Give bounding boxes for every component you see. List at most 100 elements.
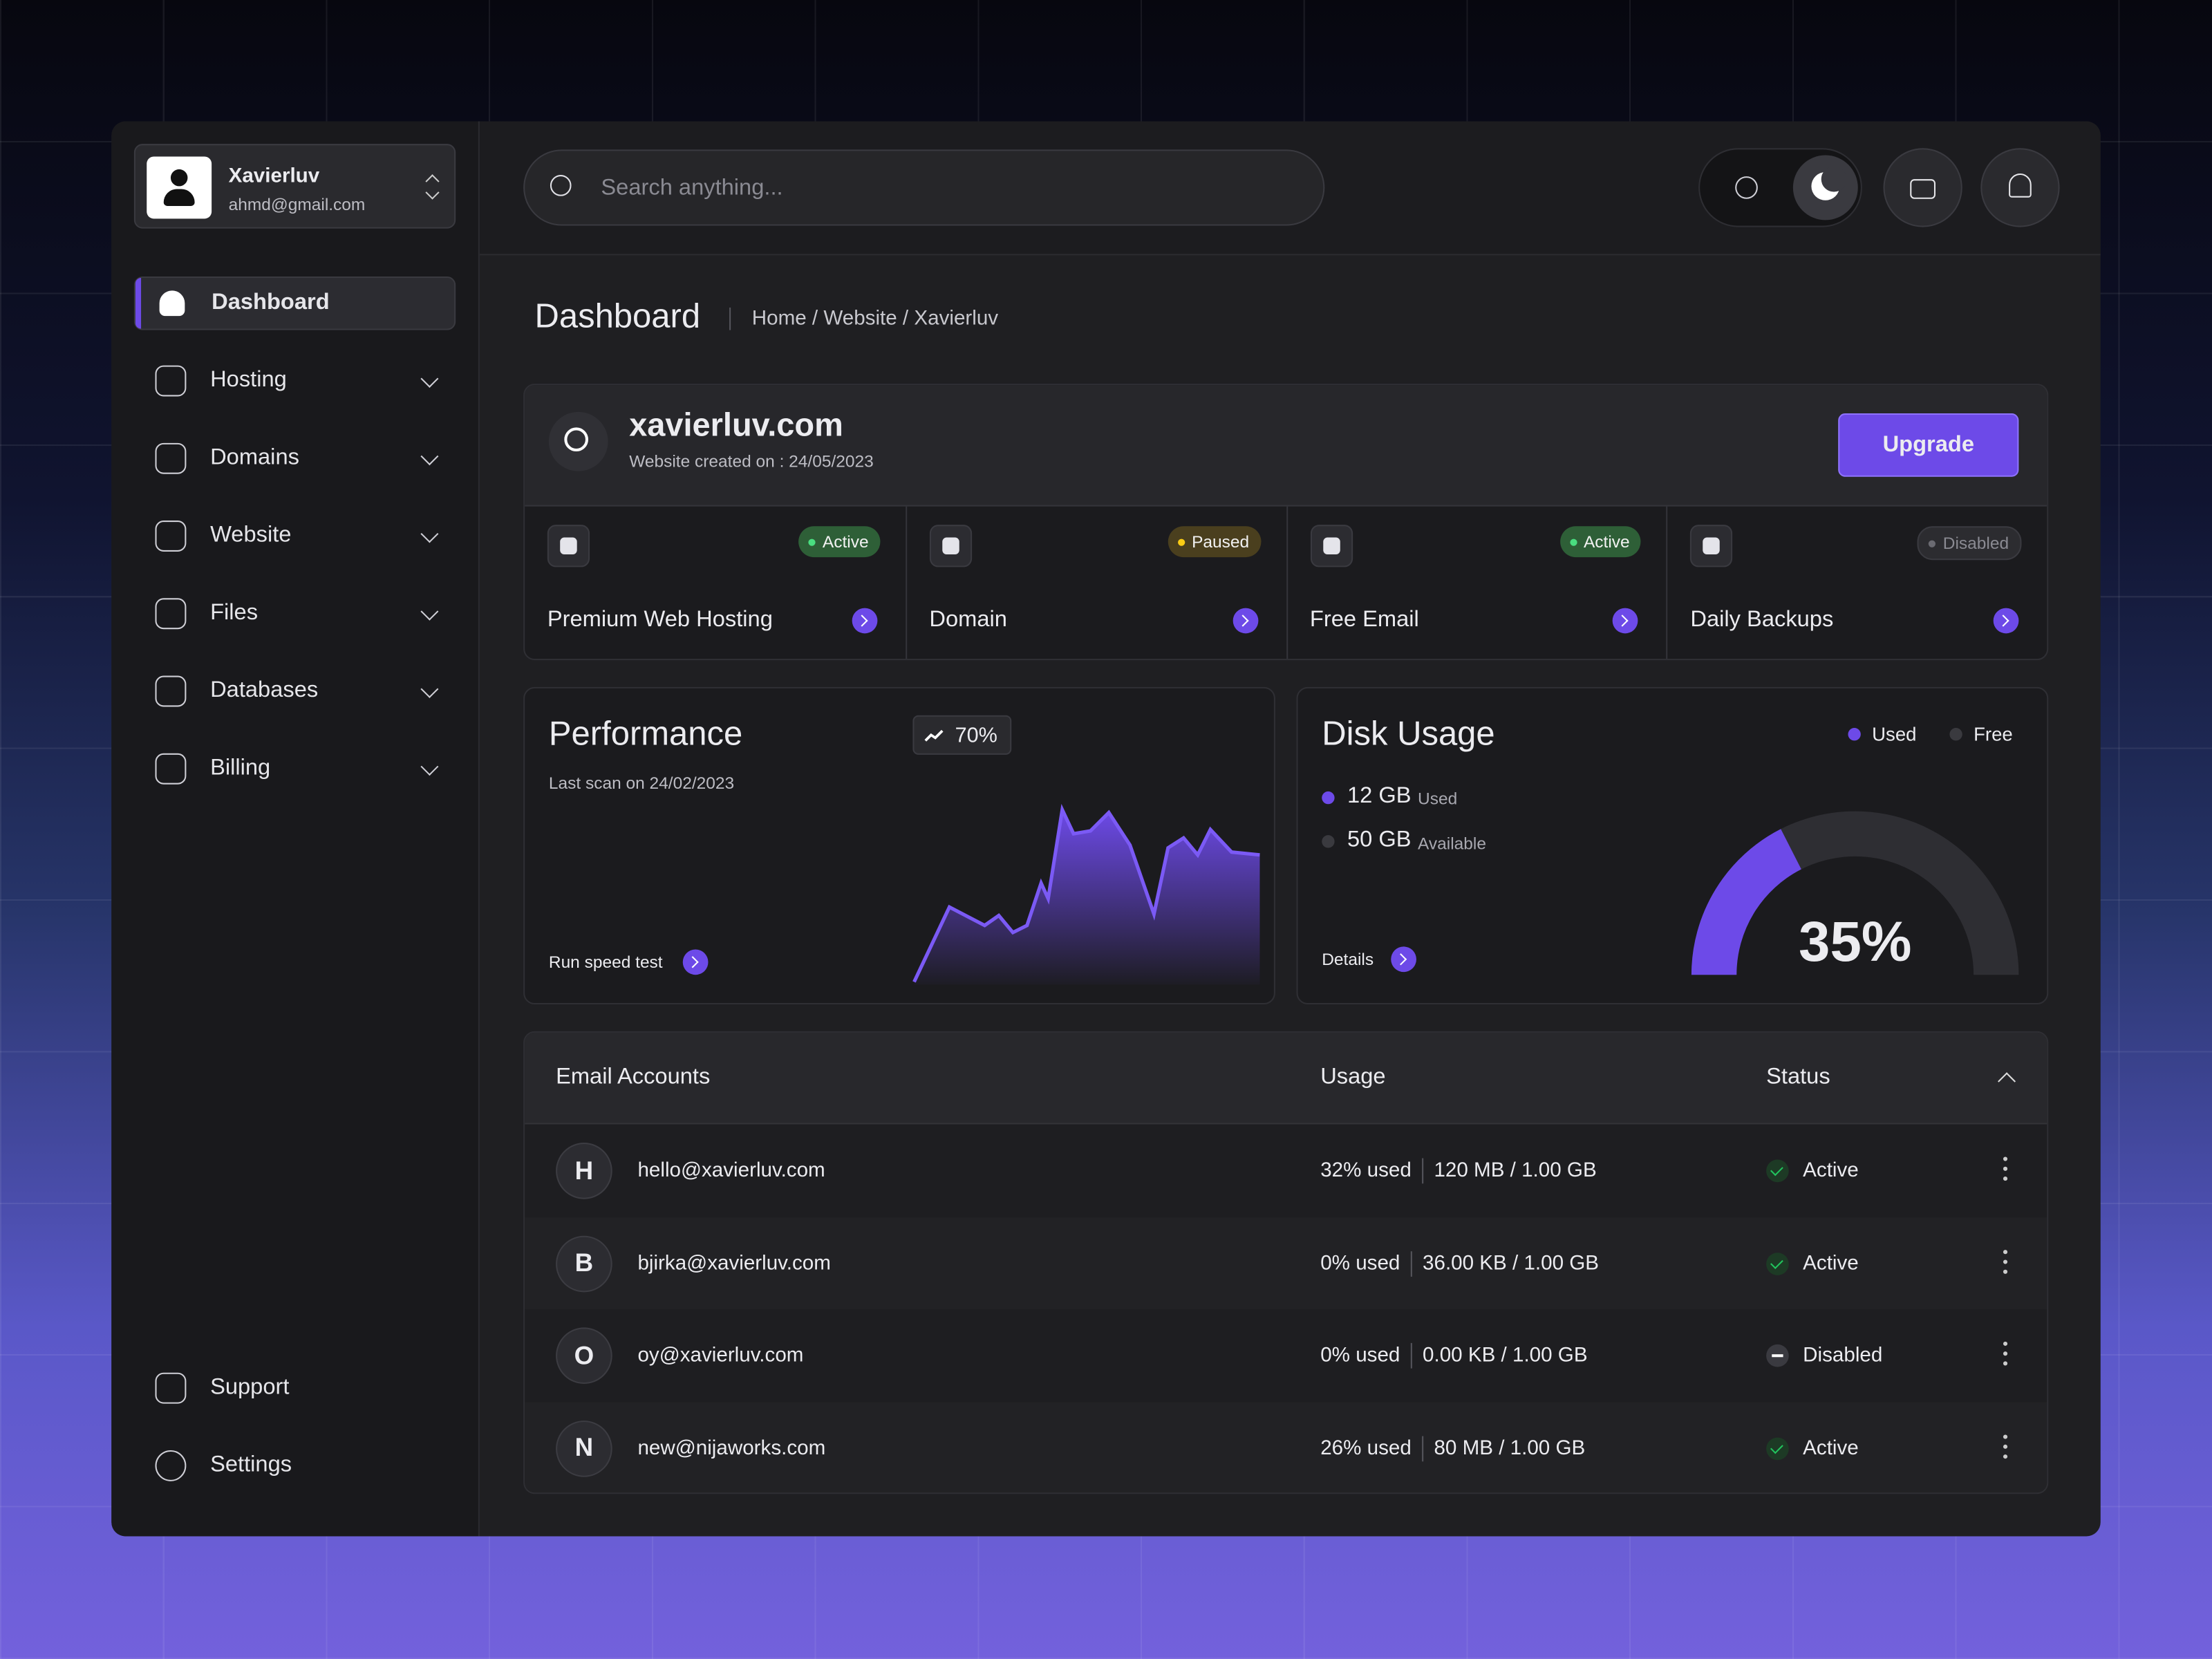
email-avatar: N	[556, 1420, 612, 1477]
trend-icon	[924, 729, 944, 742]
bell-button[interactable]	[1980, 148, 2060, 227]
email-usage: 26% used	[1320, 1437, 1412, 1460]
service-icon	[1309, 525, 1353, 568]
details-button[interactable]	[1391, 946, 1416, 973]
service-open[interactable]	[1993, 608, 2019, 634]
nav-item[interactable]: Billing	[134, 742, 456, 796]
legend-dot	[1848, 728, 1861, 741]
row-menu[interactable]	[2003, 1156, 2009, 1182]
nav-icon	[155, 675, 187, 707]
service-name: Domain	[929, 608, 1007, 632]
service-tile[interactable]: Paused Domain	[905, 506, 1286, 659]
theme-toggle[interactable]	[1698, 148, 1862, 227]
user-name: Xavierluv	[228, 165, 320, 188]
free-value: 50 GB	[1347, 827, 1412, 852]
row-menu[interactable]	[2003, 1249, 2009, 1275]
performance-area	[914, 809, 1260, 985]
service-tile[interactable]: Active Premium Web Hosting	[525, 507, 906, 659]
nav-item[interactable]: Hosting	[134, 354, 456, 408]
service-name: Daily Backups	[1690, 608, 1834, 632]
details-link[interactable]: Details	[1322, 949, 1374, 970]
menu-dot	[2003, 1166, 2008, 1171]
menu-dot	[2003, 1342, 2008, 1347]
menu-dot	[2003, 1259, 2008, 1264]
email-address: bjirka@xavierluv.com	[637, 1252, 831, 1275]
status-icon	[1766, 1344, 1789, 1367]
nav-chevron	[420, 602, 439, 621]
performance-card: Performance Last scan on 24/02/2023 70% …	[523, 686, 1275, 1005]
globe-icon	[564, 427, 589, 452]
usage-divider	[1411, 1250, 1413, 1277]
header-email: Email Accounts	[556, 1065, 711, 1089]
nav-icon	[155, 365, 187, 397]
nav-item[interactable]: Databases	[134, 664, 456, 718]
nav-item[interactable]: Website	[134, 509, 456, 563]
minus-mark	[1772, 1354, 1783, 1358]
score-value: 70%	[955, 723, 997, 748]
bell-icon	[2009, 174, 2032, 198]
service-name: Premium Web Hosting	[547, 608, 773, 632]
nav-label: Settings	[210, 1453, 292, 1477]
header-usage: Usage	[1320, 1065, 1386, 1089]
service-open[interactable]	[852, 608, 877, 634]
speed-test-button[interactable]	[682, 949, 709, 975]
nav-item[interactable]: Files	[134, 587, 456, 641]
nav-item[interactable]: Dashboard	[133, 276, 456, 330]
status-text: Disabled	[1942, 533, 2009, 553]
nav-icon	[155, 442, 187, 474]
status-badge: Paused	[1168, 526, 1261, 558]
usage-divider	[1423, 1158, 1425, 1184]
email-status: Active	[1803, 1252, 1859, 1275]
email-size: 36.00 KB / 1.00 GB	[1423, 1252, 1600, 1275]
usage-divider	[1411, 1343, 1413, 1369]
search-box[interactable]: Search anything...	[523, 149, 1325, 226]
top-bar: Search anything...	[479, 121, 2101, 256]
status-text: Active	[822, 532, 869, 552]
menu-dot	[2003, 1249, 2008, 1254]
nav-item[interactable]: Settings	[134, 1439, 456, 1493]
cart-button[interactable]	[1883, 148, 1962, 227]
nav-chevron	[420, 369, 439, 388]
status-badge: Disabled	[1918, 526, 2022, 561]
app-window: Xavierluv ahmd@gmail.com Dashboard Hostin…	[111, 121, 2101, 1537]
check-mark	[1770, 1441, 1783, 1454]
nav-icon	[155, 753, 187, 785]
used-value: 12 GB	[1347, 784, 1412, 809]
email-size: 80 MB / 1.00 GB	[1434, 1437, 1586, 1460]
nav-item[interactable]: Support	[134, 1361, 456, 1415]
service-icon	[547, 525, 590, 568]
service-open[interactable]	[1232, 608, 1258, 634]
speed-test-link[interactable]: Run speed test	[548, 952, 663, 973]
status-dot	[808, 538, 816, 545]
avatar-body	[163, 189, 195, 206]
performance-subtitle: Last scan on 24/02/2023	[548, 773, 735, 793]
service-tile[interactable]: Disabled Daily Backups	[1666, 506, 2047, 659]
nav-label: Website	[210, 523, 292, 547]
service-open[interactable]	[1613, 608, 1638, 634]
email-status: Active	[1803, 1437, 1859, 1460]
free-label: Available	[1418, 834, 1486, 854]
nav-label: Dashboard	[212, 290, 330, 315]
row-menu[interactable]	[2003, 1434, 2009, 1460]
email-size: 120 MB / 1.00 GB	[1434, 1159, 1597, 1183]
nav-label: Databases	[210, 678, 319, 703]
menu-dot	[2003, 1268, 2008, 1274]
service-icon	[1690, 525, 1733, 568]
email-avatar: B	[556, 1235, 612, 1292]
performance-title: Performance	[548, 715, 743, 753]
email-usage: 0% used	[1320, 1344, 1400, 1367]
row-menu[interactable]	[2003, 1342, 2009, 1367]
service-tile[interactable]: Active Free Email	[1286, 506, 1667, 659]
nav-item[interactable]: Domains	[134, 431, 456, 485]
search-icon	[550, 175, 572, 196]
email-size: 0.00 KB / 1.00 GB	[1423, 1344, 1588, 1367]
user-card[interactable]: Xavierluv ahmd@gmail.com	[133, 144, 456, 229]
nav-label: Hosting	[210, 368, 287, 393]
title-divider	[729, 307, 731, 330]
status-icon	[1766, 1159, 1789, 1183]
upgrade-button[interactable]: Upgrade	[1838, 413, 2019, 477]
performance-chart	[912, 803, 1260, 985]
nav-icon	[159, 290, 185, 317]
